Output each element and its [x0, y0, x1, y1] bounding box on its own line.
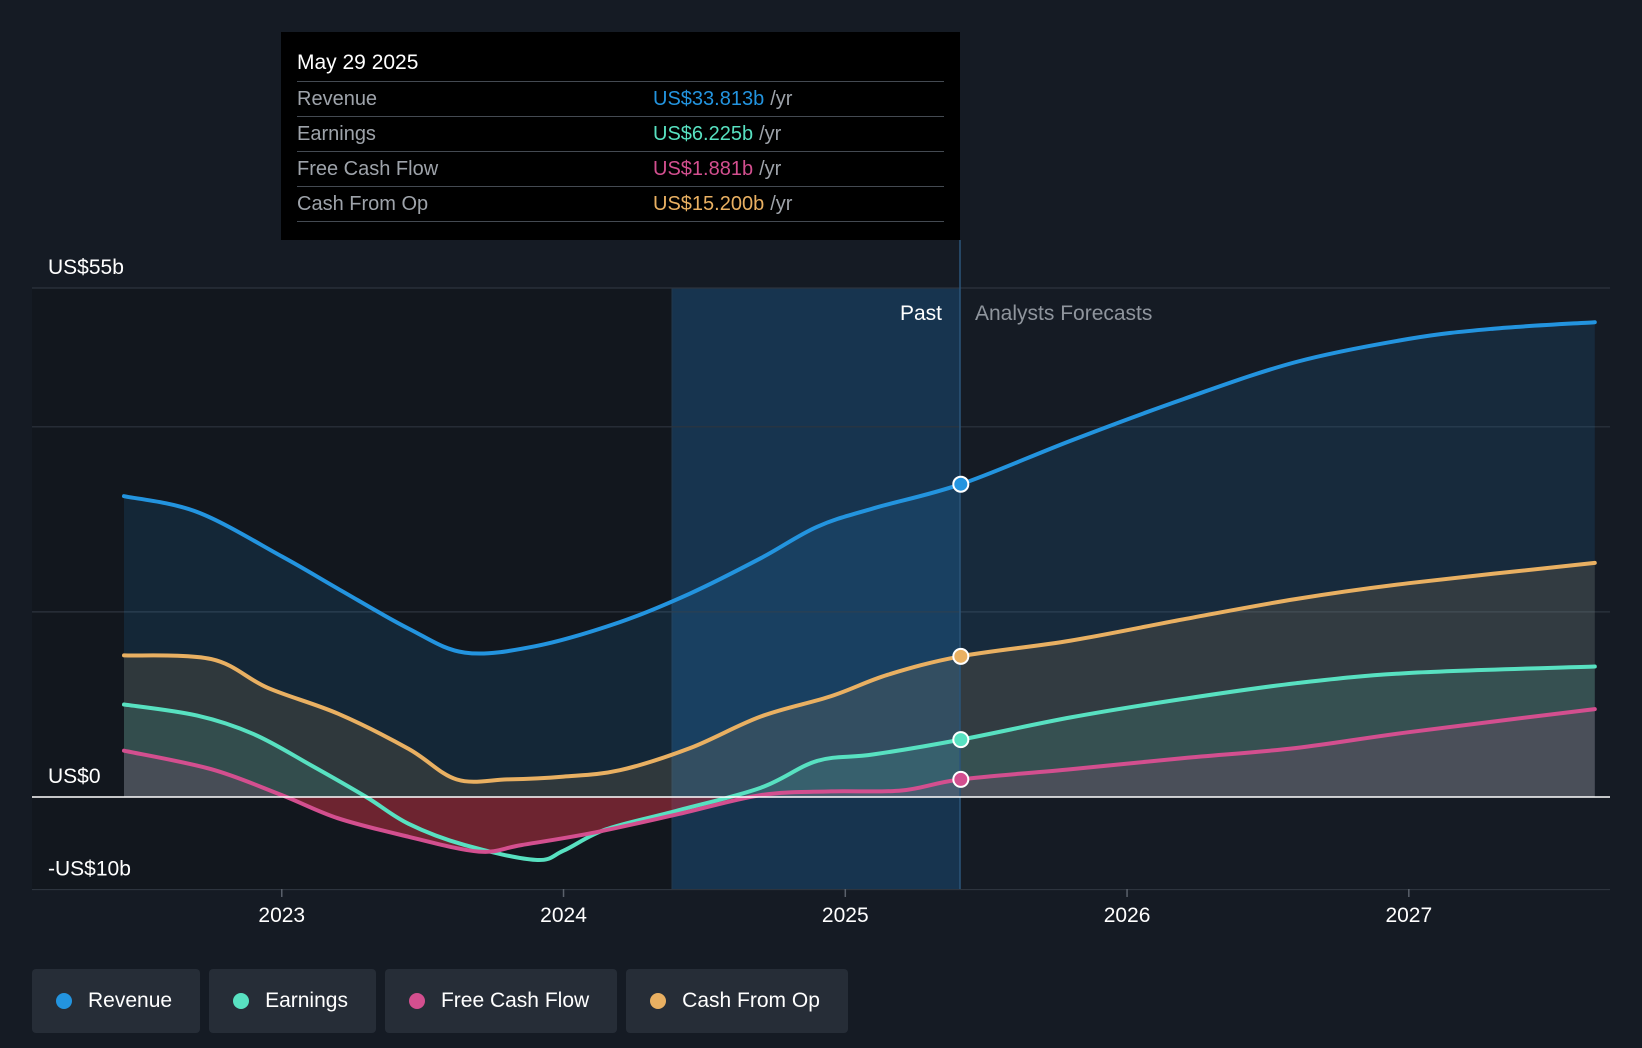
- free-cash-flow-line: [122, 707, 1597, 854]
- legend-label: Free Cash Flow: [440, 989, 590, 1012]
- tooltip: May 29 2025 Revenue US$33.813b /yr Earni…: [281, 32, 960, 240]
- tooltip-label: Earnings: [297, 122, 376, 145]
- gridlines: [32, 287, 1610, 891]
- cash-from-op-line: [122, 560, 1597, 784]
- y-axis-label: US$55b: [48, 256, 124, 279]
- cash-from-op-marker: [952, 647, 970, 665]
- tooltip-value: US$6.225b: [653, 122, 754, 145]
- tooltip-label: Cash From Op: [297, 192, 429, 215]
- past-label: Past: [900, 302, 942, 325]
- hover-markers: [952, 475, 970, 788]
- y-axis-label: US$0: [48, 765, 101, 788]
- legend-dot-icon: [233, 993, 250, 1009]
- revenue-area: [124, 322, 1595, 797]
- tooltip-row-earnings: Earnings US$6.225b /yr: [297, 116, 944, 151]
- free-cash-flow-area: [124, 709, 1595, 797]
- tooltip-unit: /yr: [759, 122, 782, 145]
- tooltip-value: US$33.813b: [653, 87, 765, 110]
- y-axis-labels: US$55b US$0 -US$10b: [48, 256, 131, 881]
- legend-item-free-cash-flow[interactable]: Free Cash Flow: [384, 969, 618, 1033]
- x-axis-tick-label: 2026: [1104, 904, 1151, 927]
- y-axis-label: -US$10b: [48, 858, 131, 881]
- earnings-line: [122, 664, 1597, 863]
- legend-dot-icon: [650, 993, 667, 1009]
- tooltip-row-free-cash-flow: Free Cash Flow US$1.881b /yr: [297, 151, 944, 186]
- tooltip-value: US$15.200b: [653, 192, 765, 215]
- forecast-label: Analysts Forecasts: [975, 302, 1152, 325]
- tooltip-row-revenue: Revenue US$33.813b /yr: [297, 81, 944, 116]
- legend-label: Cash From Op: [682, 989, 820, 1012]
- earnings-area: [124, 666, 1595, 797]
- tooltip-row-cash-from-op: Cash From Op US$15.200b /yr: [297, 186, 944, 222]
- tooltip-unit: /yr: [770, 192, 793, 215]
- earnings-marker: [952, 731, 970, 749]
- negative-area: [124, 797, 1595, 852]
- legend-item-cash-from-op[interactable]: Cash From Op: [626, 969, 848, 1033]
- x-axis-tick-label: 2024: [540, 904, 587, 927]
- free-cash-flow-marker: [952, 770, 970, 788]
- tooltip-label: Revenue: [297, 87, 378, 110]
- x-axis-tick-label: 2023: [258, 904, 305, 927]
- legend-label: Revenue: [88, 989, 173, 1012]
- cash-from-op-area: [124, 562, 1595, 797]
- tooltip-unit: /yr: [770, 87, 793, 110]
- series-areas: [124, 322, 1595, 852]
- legend-item-earnings[interactable]: Earnings: [209, 969, 376, 1033]
- legend-dot-icon: [56, 993, 72, 1009]
- revenue-marker: [952, 475, 970, 493]
- x-axis-ticks: 2023 2024 2025 2026 2027: [258, 889, 1432, 927]
- tooltip-label: Free Cash Flow: [297, 157, 439, 180]
- x-axis-tick-label: 2025: [822, 904, 869, 927]
- legend-item-revenue[interactable]: Revenue: [32, 969, 201, 1033]
- tooltip-unit: /yr: [759, 157, 782, 180]
- x-axis-tick-label: 2027: [1385, 904, 1432, 927]
- revenue-line: [122, 320, 1597, 656]
- legend-dot-icon: [408, 993, 425, 1009]
- legend: Revenue Earnings Free Cash Flow Cash Fro…: [32, 969, 848, 1033]
- tooltip-value: US$1.881b: [653, 157, 754, 180]
- series-lines: [122, 320, 1597, 863]
- legend-label: Earnings: [265, 989, 348, 1012]
- tooltip-date: May 29 2025: [297, 51, 419, 74]
